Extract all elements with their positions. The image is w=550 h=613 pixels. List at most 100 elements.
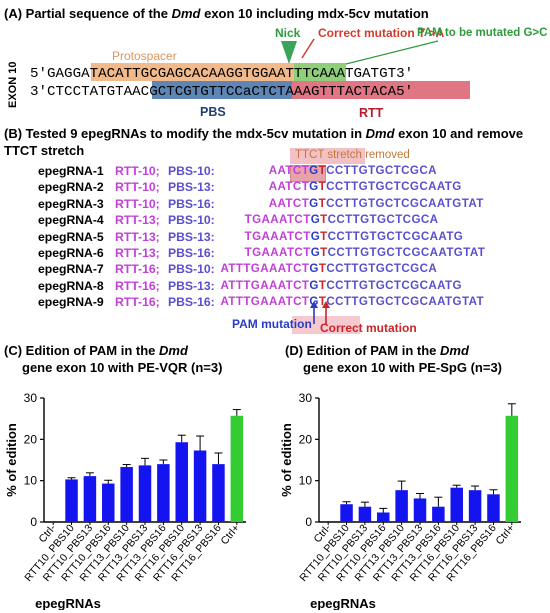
- bar: [65, 479, 78, 522]
- epegrna-sequence: AATCTGTCCTTGTGCTCGCAATGTAT: [269, 197, 484, 210]
- ttct-highlight: [290, 165, 326, 182]
- epegrna-seq-rtt: AATCTGT: [268, 180, 327, 194]
- bar: [120, 467, 133, 522]
- epegrna-rtt: RTT-16;: [115, 278, 160, 293]
- bar: [432, 506, 445, 522]
- mutation-arrows: [310, 301, 330, 324]
- panel-d-title-line2: gene exon 10 with PE-SpG (n=3): [303, 360, 503, 375]
- bar: [450, 487, 463, 522]
- epegrna-rtt: RTT-10;: [115, 196, 160, 211]
- correct-mutation-arrow-icon: [322, 301, 330, 308]
- panel-a-diagram: Protospacer Nick Correct mutation T >A P…: [7, 26, 547, 120]
- bar: [358, 506, 372, 522]
- epegrna-seq-rtt: ATTTGAAATCTGT: [220, 278, 327, 292]
- ttct-label-bg: [290, 148, 365, 164]
- x-axis-label: epegRNAs: [35, 596, 101, 610]
- y-tick-label: 0: [305, 515, 312, 529]
- epegrna-pbs: PBS-13:: [168, 229, 215, 244]
- epegrna-rtt: RTT-16;: [115, 262, 160, 277]
- epegrna-name: epegRNA-1: [38, 164, 104, 178]
- epegrna-pbs: PBS-10:: [168, 262, 215, 277]
- epegrna-seq-pbs: CCTTGTGCTCGCAATGTAT: [326, 196, 484, 210]
- epegrna-pbs: PBS-16:: [168, 196, 215, 211]
- epegrna-seq-pbs: CCTTGTGCTCGCAATG: [326, 180, 462, 194]
- nick-marker-icon: [281, 41, 297, 64]
- epegrna-name: epegRNA-7: [38, 262, 104, 277]
- epegrna-seq-rtt: TGAAATCTGT: [244, 246, 328, 259]
- epegrna-rtt: RTT-13;: [115, 229, 160, 244]
- epegrna-name: epegRNA-2: [38, 180, 104, 195]
- bar: [175, 442, 188, 522]
- rtt-label: RTT: [359, 106, 384, 120]
- epegrna-rtt: RTT-13;: [115, 246, 160, 260]
- pam-mutation-label: PAM mutation: [232, 317, 312, 331]
- epegrna-name: epegRNA-9: [38, 295, 104, 310]
- panel-d-title: (D) Edition of PAM in the Dmd: [285, 343, 469, 358]
- epegrna-sequence: ATTTGAAATCTGTCCTTGTGCTCGCAATGTAT: [220, 295, 484, 308]
- epegrna-rtt: RTT-10;: [115, 180, 160, 195]
- pam-label: PAM to be mutated G>C: [417, 27, 547, 39]
- epegrna-rtt: RTT-13;: [115, 213, 160, 228]
- y-tick-label: 0: [30, 515, 37, 529]
- bar: [413, 498, 427, 522]
- epegrna-seq-rtt: TGAAATCTGT: [244, 213, 328, 227]
- epegrna-sequence: AATCTGTCCTTGTGCTCGCAATG: [269, 180, 462, 193]
- correct-mutation-label-b: Correct mutation: [320, 321, 417, 335]
- epegrna-sequence: AATCTGTCCTTGTGCTCGCA: [269, 164, 437, 177]
- epegrna-seq-pbs: CCTTGTGCTCGCA: [326, 164, 437, 177]
- pam-pointer: [345, 40, 439, 65]
- bar: [468, 490, 482, 522]
- bar: [377, 512, 390, 522]
- panel-b-title-line2: TTCT stretch: [4, 143, 85, 158]
- bar: [138, 465, 152, 522]
- bar: [230, 415, 244, 522]
- panel-c-title: (C) Edition of PAM in the Dmd: [4, 343, 188, 358]
- epegrna-pbs: PBS-13:: [168, 180, 215, 195]
- epegrna-name: epegRNA-4: [38, 213, 104, 228]
- bar: [487, 494, 500, 522]
- exon-label: EXON 10: [7, 62, 19, 108]
- epegrna-seq-rtt: ATTTGAAATCTGT: [220, 262, 327, 276]
- epegrna-seq-pbs: CCTTGTGCTCGCA: [326, 262, 438, 276]
- rtt-highlight: [292, 81, 470, 99]
- pam-mutation-arrow-icon: [310, 301, 318, 308]
- epegrna-sequence: TGAAATCTGTCCTTGTGCTCGCA: [245, 213, 439, 226]
- protospacer-label: Protospacer: [112, 49, 177, 63]
- top-strand: 5'GAGGATACATTGCGAGCACAAGGTGGAATTTCAAATGA…: [30, 66, 413, 82]
- y-tick-label: 30: [299, 391, 313, 405]
- ttct-label: TTCT stretch removed: [295, 149, 410, 161]
- bar: [340, 504, 353, 522]
- y-axis-label: % of edition: [279, 423, 294, 497]
- epegrna-rtt: RTT-16;: [115, 295, 160, 310]
- bottom-strand: 3'CTCCTATGTAACGCTCGTGTTCCaCTCTAAAGTTTACT…: [30, 84, 413, 100]
- epegrna-name: epegRNA-8: [38, 278, 104, 293]
- epegrna-sequence: TGAAATCTGTCCTTGTGCTCGCAATG: [245, 230, 464, 243]
- epegrna-seq-pbs: CCTTGTGCTCGCAATGTAT: [327, 246, 486, 259]
- epegrna-seq-pbs: CCTTGTGCTCGCAATG: [326, 278, 462, 292]
- panel-b-title: (B) Tested 9 epegRNAs to modify the mdx-…: [4, 126, 524, 141]
- epegrna-pbs: PBS-10:: [168, 213, 215, 228]
- epegrna-seq-rtt: AATCTGT: [268, 196, 327, 210]
- y-tick-label: 30: [24, 391, 38, 405]
- epegrna-sequence: ATTTGAAATCTGTCCTTGTGCTCGCA: [220, 262, 437, 275]
- x-axis-label: epegRNAs: [310, 596, 376, 610]
- epegrna-pbs: PBS-13:: [168, 278, 215, 293]
- x-tick-label: Ctrl+: [218, 522, 242, 547]
- epegrna-seq-pbs: CCTTGTGCTCGCA: [327, 213, 439, 227]
- epegrna-name: epegRNA-6: [38, 246, 104, 260]
- pam-mutation-bg: [292, 316, 360, 334]
- epegrna-seq-pbs: CCTTGTGCTCGCAATG: [327, 229, 464, 243]
- epegrna-sequence: TGAAATCTGTCCTTGTGCTCGCAATGTAT: [245, 246, 486, 259]
- epegrna-seq-rtt: TGAAATCTGT: [244, 229, 328, 243]
- bar: [157, 464, 170, 522]
- x-tick-label: Ctrl+: [493, 522, 517, 547]
- bar: [193, 450, 207, 522]
- epegrna-sequence: ATTTGAAATCTGTCCTTGTGCTCGCAATG: [220, 279, 462, 292]
- epegrna-seq-pbs: CCTTGTGCTCGCAATGTAT: [326, 295, 484, 309]
- epegrna-name: epegRNA-3: [38, 196, 104, 211]
- panel-a-title: (A) Partial sequence of the Dmd exon 10 …: [4, 6, 429, 21]
- bar: [212, 464, 225, 522]
- y-tick-label: 20: [299, 432, 313, 446]
